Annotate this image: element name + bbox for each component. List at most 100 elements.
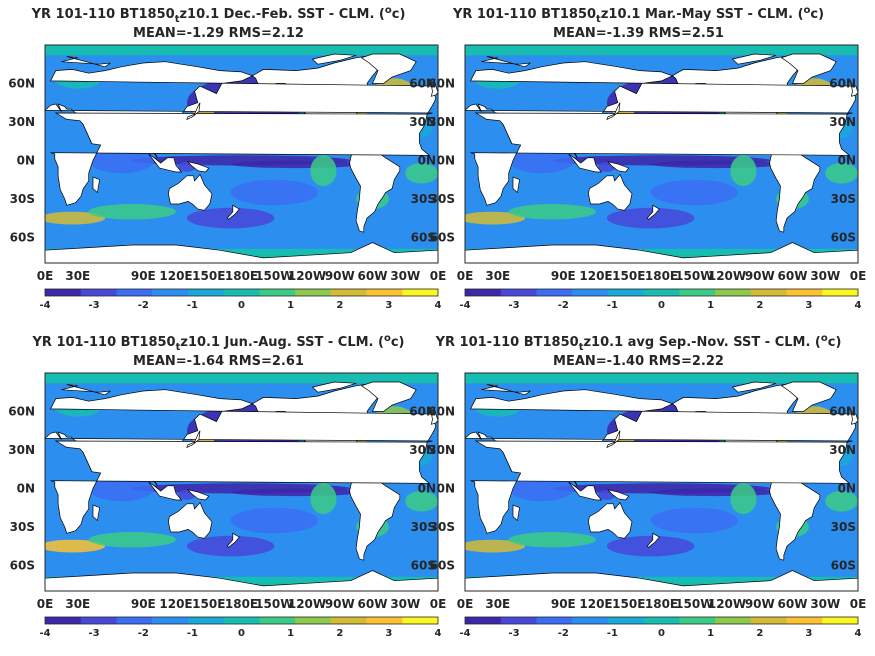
map-panel-jja: YR 101-110 BT1850tz10.1 Jun.-Aug. SST - … <box>0 328 446 656</box>
lon-tick-label: 90E <box>551 269 576 283</box>
sst-anomaly-patch <box>88 532 176 548</box>
land-madagascar <box>92 504 100 522</box>
colorbar-frame <box>44 616 439 625</box>
colorbar-segment <box>750 289 787 296</box>
lat-tick-label-left: 30S <box>430 192 455 206</box>
map-frame <box>464 44 859 264</box>
lon-tick-label: 150E <box>612 269 645 283</box>
colorbar-segment <box>500 617 537 624</box>
colorbar-segment <box>500 289 537 296</box>
sst-anomaly-patch <box>508 532 596 548</box>
lon-tick-label: 90W <box>745 269 775 283</box>
land-africa <box>470 440 851 534</box>
colorbar-tick-label: 2 <box>336 300 343 311</box>
colorbar-segment <box>80 289 117 296</box>
lon-tick-label: 120W <box>288 597 326 611</box>
panel-subtitle: MEAN=-1.39 RMS=2.51 <box>553 26 724 41</box>
colorbar-segment <box>786 289 823 296</box>
lat-tick-label-right: 60S <box>831 558 856 572</box>
colorbar-tick-label: 2 <box>756 300 763 311</box>
colorbar-segment <box>45 289 82 296</box>
lon-tick-label: 120E <box>159 597 192 611</box>
colorbar-segment <box>536 289 573 296</box>
arctic-band <box>465 45 858 56</box>
lon-tick-label: 180E <box>645 269 678 283</box>
lat-tick-label-right: 30N <box>409 115 436 129</box>
colorbar-segment <box>187 617 225 624</box>
arctic-band <box>465 373 858 384</box>
land-madagascar <box>92 176 100 194</box>
colorbar-tick-label: 1 <box>287 628 294 639</box>
lat-tick-label-right: 30S <box>831 192 856 206</box>
land-borneo-ng <box>187 161 210 173</box>
land-greenland <box>360 381 417 412</box>
lat-tick-label-right: 0N <box>838 481 856 495</box>
sst-anomaly-patch <box>650 507 738 534</box>
lon-tick-label: 180E <box>645 597 678 611</box>
land-borneo-ng <box>607 489 630 501</box>
colorbar-segment <box>607 289 645 296</box>
land-uk <box>850 85 858 97</box>
colorbar-segment <box>750 617 787 624</box>
land-svalbard-nz <box>61 384 111 396</box>
land-south-america <box>349 472 401 561</box>
colorbar-tick-label: 1 <box>287 300 294 311</box>
land-africa <box>50 440 431 534</box>
lat-tick-label-left: 30S <box>430 520 455 534</box>
land-new-zealand <box>646 204 660 220</box>
lon-tick-label: 120W <box>708 597 746 611</box>
land-svalbard-nz <box>61 56 111 68</box>
colorbar-tick-label: -4 <box>39 300 50 311</box>
colorbar-tick-label: -2 <box>558 628 569 639</box>
colorbar-tick-label: 4 <box>855 628 862 639</box>
sst-anomaly-patch <box>730 483 757 515</box>
land-svalbard-nz <box>481 384 531 396</box>
lon-tick-label: 90W <box>325 269 355 283</box>
colorbar-segment <box>402 289 439 296</box>
colorbar-segment <box>295 289 332 296</box>
lon-tick-label: 30W <box>810 597 840 611</box>
colorbar-segment <box>152 617 189 624</box>
lat-tick-label-right: 60S <box>411 230 436 244</box>
panel-title: YR 101-110 BT1850tz10.1 Mar.-May SST - C… <box>452 5 825 25</box>
lon-tick-label: 60W <box>358 269 388 283</box>
lon-tick-label: 0E <box>457 269 474 283</box>
lat-tick-label-right: 30S <box>411 192 436 206</box>
land-new-zealand <box>646 532 660 548</box>
lon-tick-label: 120E <box>159 269 192 283</box>
colorbar-segment <box>643 617 680 624</box>
sst-anomaly-patch <box>650 160 782 169</box>
lon-tick-label: 150W <box>675 597 713 611</box>
colorbar-tick-label: 1 <box>707 628 714 639</box>
lat-tick-label-left: 60S <box>430 230 455 244</box>
lon-tick-label: 0E <box>37 269 54 283</box>
colorbar-segment <box>152 289 189 296</box>
land-indonesia <box>148 481 183 501</box>
colorbar-segment <box>643 289 680 296</box>
colorbar-tick-label: -3 <box>509 300 520 311</box>
lon-tick-label: 150E <box>612 597 645 611</box>
colorbar-frame <box>464 616 859 625</box>
lat-tick-label-right: 30N <box>829 115 856 129</box>
colorbar-tick-label: 4 <box>855 300 862 311</box>
lon-tick-label: 60W <box>778 269 808 283</box>
colorbar-tick-label: -2 <box>138 628 149 639</box>
lon-tick-label: 120E <box>579 269 612 283</box>
colorbar-tick-label: -3 <box>509 628 520 639</box>
land-antarctica <box>45 242 438 263</box>
lat-tick-label-left: 0N <box>17 153 35 167</box>
lon-tick-label: 90W <box>325 597 355 611</box>
colorbar-segment <box>223 617 260 624</box>
colorbar-segment <box>679 617 716 624</box>
colorbar-tick-label: 4 <box>435 300 442 311</box>
colorbar-segment <box>330 617 367 624</box>
lon-tick-label: 0E <box>457 597 474 611</box>
land-south-america <box>769 144 821 233</box>
sst-anomaly-patch <box>825 490 858 512</box>
colorbar-tick-label: 2 <box>756 628 763 639</box>
land-japan <box>606 430 621 449</box>
sst-anomaly-patch <box>45 211 106 225</box>
lon-tick-label: 0E <box>37 597 54 611</box>
lat-tick-label-right: 60N <box>829 76 856 90</box>
